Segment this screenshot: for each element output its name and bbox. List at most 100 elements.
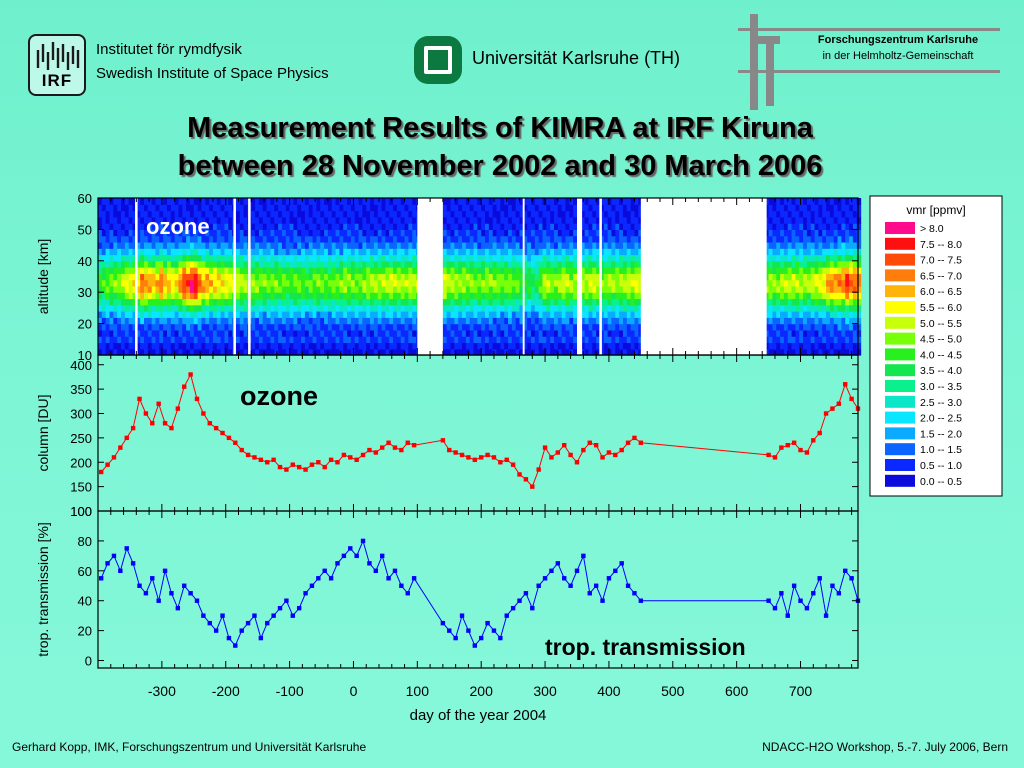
heatmap-cell — [465, 241, 471, 249]
heatmap-cell — [515, 298, 521, 306]
heatmap-cell — [787, 241, 793, 249]
heatmap-cell — [783, 248, 789, 256]
heatmap-cell — [117, 210, 122, 218]
heatmap-cell — [446, 317, 452, 325]
heatmap-cell — [508, 229, 513, 237]
heatmap-cell — [780, 198, 785, 205]
heatmap-cell — [159, 229, 164, 237]
heatmap-cell — [764, 323, 770, 331]
heatmap-cell — [258, 304, 264, 312]
heatmap-cell — [381, 329, 386, 337]
heatmap-cell — [396, 342, 402, 350]
heatmap-cell — [297, 204, 302, 212]
heatmap-cell — [266, 285, 272, 293]
heatmap-cell — [143, 210, 149, 218]
heatmap-cell — [584, 267, 590, 274]
heatmap-cell — [607, 298, 613, 306]
heatmap-cell — [603, 323, 609, 331]
heatmap-cell — [331, 216, 337, 224]
heatmap-cell — [373, 235, 379, 243]
heatmap-cell — [201, 204, 206, 212]
heatmap-cell — [829, 235, 835, 243]
heatmap-cell — [320, 336, 325, 344]
heatmap-cell — [634, 241, 639, 249]
heatmap-cell — [810, 248, 816, 256]
heatmap-cell — [258, 198, 264, 205]
heatmap-cell — [98, 279, 103, 287]
heatmap-cell — [335, 285, 341, 293]
heatmap-cell — [304, 223, 310, 230]
heatmap-cell — [358, 223, 364, 230]
heatmap-cell — [228, 311, 233, 318]
heatmap-cell — [829, 267, 835, 274]
heatmap-cell — [829, 260, 835, 268]
heatmap-cell — [266, 273, 272, 281]
heatmap-cell — [193, 298, 199, 306]
heatmap-cell — [400, 292, 406, 300]
heatmap-cell — [404, 223, 409, 230]
heatmap-cell — [630, 285, 636, 293]
heatmap-cell — [301, 292, 306, 300]
heatmap-cell — [293, 279, 298, 287]
heatmap-cell — [201, 323, 206, 331]
heatmap-cell — [622, 273, 628, 281]
heatmap-cell — [327, 229, 333, 237]
heatmap-cell — [350, 323, 356, 331]
heatmap-cell — [159, 204, 164, 212]
heatmap-cell — [274, 285, 279, 293]
heatmap-cell — [822, 235, 827, 243]
heatmap-cell — [546, 210, 551, 218]
heatmap-cell — [764, 267, 770, 274]
data-gap — [522, 198, 525, 355]
heatmap-cell — [841, 229, 846, 237]
heatmap-cell — [316, 273, 321, 281]
heatmap-cell — [362, 235, 367, 243]
heatmap-cell — [584, 311, 590, 318]
heatmap-cell — [239, 223, 245, 230]
heatmap-cell — [113, 210, 118, 218]
heatmap-cell — [580, 304, 586, 312]
heatmap-cell — [599, 317, 605, 325]
heatmap-cell — [592, 216, 597, 224]
heatmap-cell — [542, 273, 547, 281]
heatmap-cell — [799, 223, 804, 230]
heatmap-cell — [163, 323, 168, 331]
heatmap-cell — [554, 260, 559, 268]
heatmap-cell — [343, 279, 348, 287]
heatmap-cell — [833, 285, 839, 293]
heatmap-cell — [304, 273, 310, 281]
heatmap-cell — [615, 317, 620, 325]
heatmap-cell — [324, 267, 329, 274]
heatmap-cell — [228, 204, 233, 212]
heatmap-cell — [588, 260, 593, 268]
heatmap-cell — [320, 348, 325, 356]
heatmap-cell — [170, 198, 176, 205]
heatmap-cell — [531, 204, 536, 212]
heatmap-cell — [622, 198, 628, 205]
heatmap-cell — [124, 198, 130, 205]
heatmap-cell — [243, 348, 249, 356]
heatmap-cell — [511, 210, 517, 218]
heatmap-cell — [354, 198, 360, 205]
heatmap-cell — [776, 198, 781, 205]
heatmap-cell — [147, 260, 153, 268]
heatmap-cell — [523, 248, 528, 256]
heatmap-cell — [546, 292, 551, 300]
heatmap-cell — [186, 279, 191, 287]
heatmap-cell — [803, 260, 808, 268]
heatmap-cell — [400, 241, 406, 249]
heatmap-cell — [343, 311, 348, 318]
heatmap-cell — [251, 317, 256, 325]
heatmap-cell — [515, 210, 521, 218]
heatmap-cell — [347, 210, 352, 218]
heatmap-cell — [193, 204, 199, 212]
heatmap-cell — [224, 235, 229, 243]
heatmap-cell — [580, 292, 586, 300]
heatmap-cell — [362, 267, 367, 274]
heatmap-cell — [557, 298, 563, 306]
heatmap-cell — [849, 229, 854, 237]
heatmap-cell — [772, 235, 777, 243]
heatmap-cell — [186, 273, 191, 281]
heatmap-cell — [580, 279, 586, 287]
heatmap-cell — [151, 210, 157, 218]
